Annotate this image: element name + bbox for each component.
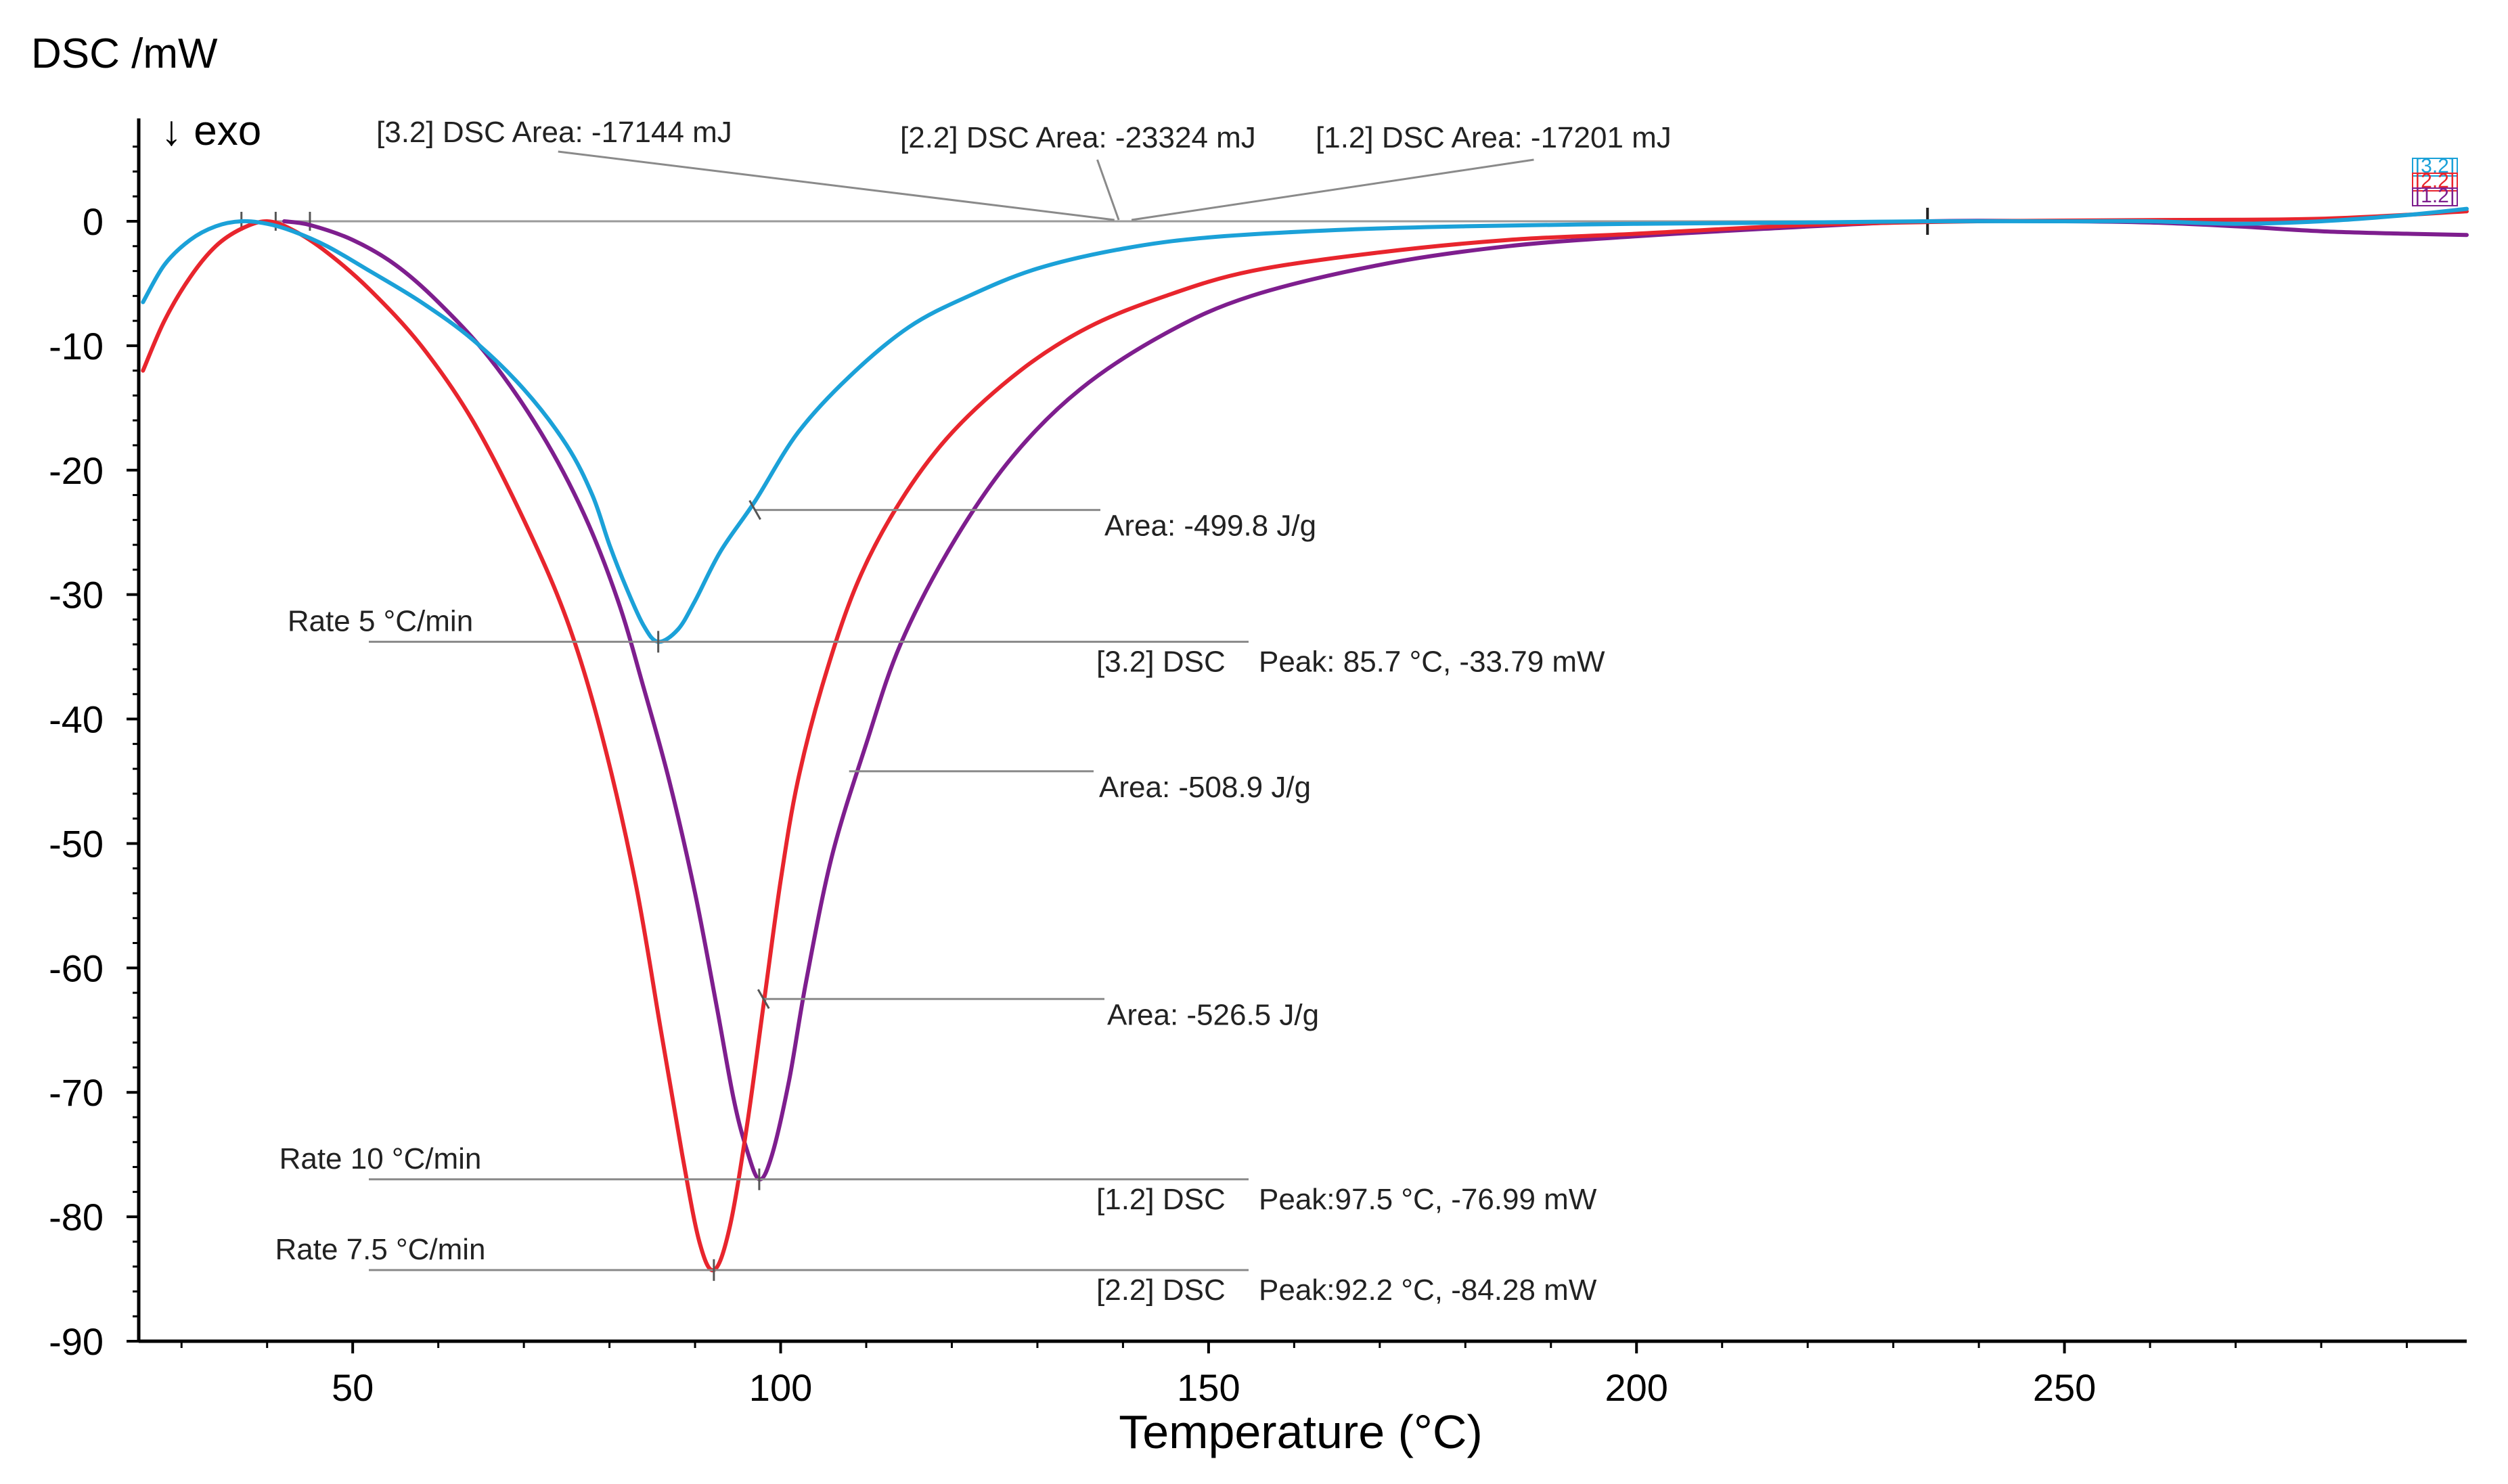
legend-tag-12: [1.2] [2415,185,2455,207]
series-line-2-2 [141,209,2469,1273]
series-line-1-2 [282,219,2469,1182]
peak-label-22: Peak:92.2 °C, -84.28 mW [1259,1274,1597,1307]
peak-label-12: Peak:97.5 °C, -76.99 mW [1259,1183,1597,1216]
rate-label-32: Rate 5 °C/min [288,604,473,637]
x-axis-title: Temperature (°C) [1119,1406,1483,1458]
x-tick-label: 250 [2033,1366,2096,1409]
exo-direction-label: ↓ exo [161,108,261,154]
legend-tag-22-box [2412,173,2458,192]
area-mj-label-22: [2.2] DSC Area: -23324 mJ [900,121,1256,154]
rate-label-22: Rate 7.5 °C/min [275,1233,485,1266]
y-tick-label: -10 [49,325,104,367]
leader-area-mj-32 [558,150,1115,221]
peak-prefix-32: [3.2] DSC [1096,645,1226,678]
x-tick-label: 200 [1605,1366,1668,1409]
area-jg-label-32: Area: -499.8 J/g [1104,510,1316,543]
y-tick-label: -40 [49,698,104,741]
legend-tag-32-box [2412,158,2458,177]
y-tick-label: -70 [49,1071,104,1114]
area-mj-label-12: [1.2] DSC Area: -17201 mJ [1316,121,1672,154]
y-tick-label: -20 [49,449,104,492]
y-tick-label: -30 [49,574,104,616]
marker-area-jg-22 [757,989,770,1010]
y-tick-label: -90 [49,1320,104,1363]
x-tick-label: 150 [1177,1366,1240,1409]
series-line-3-2 [141,206,2469,644]
legend-tag-12-box [2412,187,2458,206]
series-group [141,206,2469,1273]
y-tick-label: -50 [49,822,104,865]
peak-prefix-12: [1.2] DSC [1096,1183,1226,1216]
peak-label-32: Peak: 85.7 °C, -33.79 mW [1259,645,1605,678]
marker-area-jg-32 [748,499,761,520]
x-tick-label: 100 [749,1366,812,1409]
rate-label-12: Rate 10 °C/min [279,1142,482,1175]
peak-prefix-22: [2.2] DSC [1096,1274,1226,1307]
area-jg-label-12: Area: -508.9 J/g [1099,771,1311,804]
y-tick-label: -80 [49,1196,104,1238]
annotations: [3.2] DSC Area: -17144 mJ [2.2] DSC Area:… [275,116,2458,1307]
area-jg-label-22: Area: -526.5 J/g [1107,998,1319,1031]
leader-area-mj-22 [1096,159,1120,221]
y-axis-title: DSC /mW [31,30,218,77]
y-tick-label: 0 [83,200,104,243]
axes [137,118,2467,1343]
y-tick-label: -60 [49,947,104,989]
area-mj-label-32: [3.2] DSC Area: -17144 mJ [376,116,732,149]
ticks: 0 -10 -20 -30 -40 -50 -60 -70 -80 -90 50 100 150 200 2… [49,145,2408,1409]
leader-area-mj-12 [1131,158,1534,221]
x-tick-label: 50 [332,1366,374,1409]
